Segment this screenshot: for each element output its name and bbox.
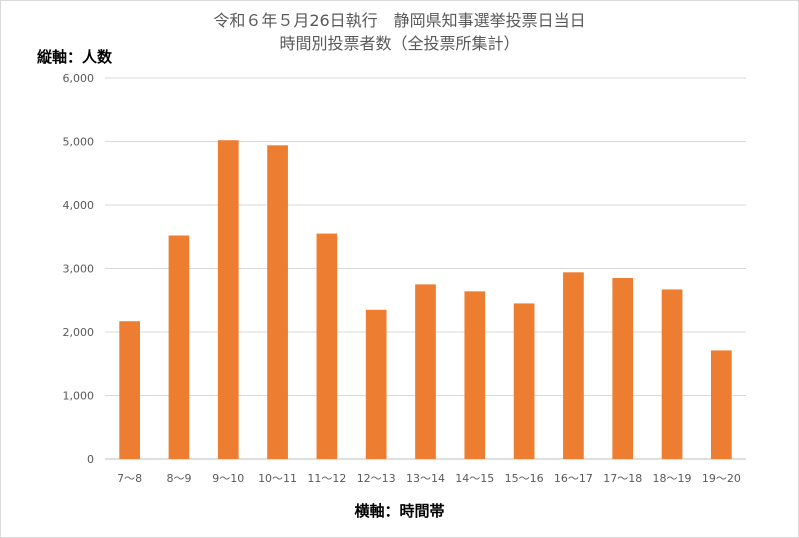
bar-9～10 [217, 140, 239, 460]
x-tick-label: 9～10 [212, 472, 244, 485]
x-tick-label: 11～12 [307, 472, 346, 485]
x-tick-label: 10～11 [258, 472, 297, 485]
bar-8～9 [168, 235, 190, 459]
y-tick-label: 2,000 [63, 326, 95, 339]
x-tick-label: 15～16 [505, 472, 544, 485]
y-axis-label: 縦軸：人数 [37, 48, 113, 66]
chart-title-line-1: 令和６年５月26日執行 静岡県知事選挙投票日当日 [213, 11, 586, 30]
y-tick-label: 6,000 [63, 72, 95, 85]
bar-17～18 [612, 278, 634, 459]
bar-14～15 [464, 291, 486, 459]
chart-title-line-2: 時間別投票者数（全投票所集計） [279, 34, 520, 53]
x-tick-label: 17～18 [603, 472, 642, 485]
y-tick-label: 4,000 [63, 199, 95, 212]
x-tick-label: 18～19 [653, 472, 692, 485]
bar-13～14 [415, 284, 436, 459]
bar-7～8 [119, 321, 141, 459]
bar-16～17 [563, 272, 584, 459]
x-tick-label: 8～9 [166, 472, 191, 485]
bar-18～19 [661, 289, 683, 459]
x-tick-label: 19～20 [702, 472, 741, 485]
bar-11～12 [316, 233, 338, 459]
bar-10～11 [267, 145, 288, 459]
x-tick-label: 12～13 [357, 472, 396, 485]
y-tick-label: 5,000 [63, 136, 95, 149]
bar-19～20 [710, 350, 732, 459]
bar-15～16 [513, 303, 535, 459]
y-tick-label: 0 [87, 453, 94, 466]
bar-12～13 [365, 309, 387, 459]
y-tick-label: 1,000 [63, 390, 95, 403]
x-tick-label: 13～14 [406, 472, 445, 485]
y-tick-label: 3,000 [63, 263, 95, 276]
x-tick-label: 16～17 [554, 472, 593, 485]
x-tick-label: 7～8 [117, 472, 142, 485]
x-tick-label: 14～15 [455, 472, 494, 485]
x-axis-label: 横軸：時間帯 [354, 502, 445, 520]
